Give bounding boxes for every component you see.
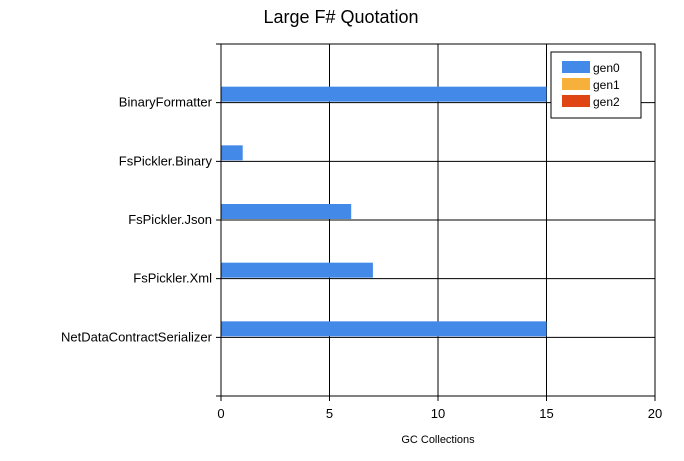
legend: gen0 gen1 gen2 [550,51,642,119]
x-tick-label: 20 [648,406,662,421]
bar-gen0-fspickler-json [221,204,352,219]
category-label: BinaryFormatter [119,95,213,110]
x-tick-label: 5 [326,406,333,421]
bar-gen0-binaryformatter [221,86,547,102]
category-label: FsPickler.Binary [119,153,213,168]
x-axis-ticks: 0 5 10 15 20 [217,406,662,421]
chart-title: Large F# Quotation [263,7,418,27]
plot-area-frame [220,43,656,397]
legend-swatch-gen1 [562,78,590,90]
category-labels: BinaryFormatter FsPickler.Binary FsPickler… [61,95,213,345]
bar-gen0-fspickler-xml [221,262,373,278]
x-tick-label: 15 [539,406,553,421]
category-label: FsPickler.Xml [133,271,212,286]
x-tick-label: 10 [431,406,445,421]
x-axis-title: GC Collections [401,434,475,446]
category-label: FsPickler.Json [128,212,212,227]
bar-gen0-netdatacontractserializer [221,321,547,337]
category-label: NetDataContractSerializer [61,329,213,344]
legend-label-gen2: gen2 [593,95,620,109]
legend-label-gen1: gen1 [593,78,620,92]
legend-label-gen0: gen0 [593,61,620,75]
legend-swatch-gen0 [562,61,590,73]
bar-gen0-fspickler-binary [221,145,243,161]
bars [221,86,547,337]
legend-swatch-gen2 [562,95,590,107]
x-tick-label: 0 [217,406,224,421]
